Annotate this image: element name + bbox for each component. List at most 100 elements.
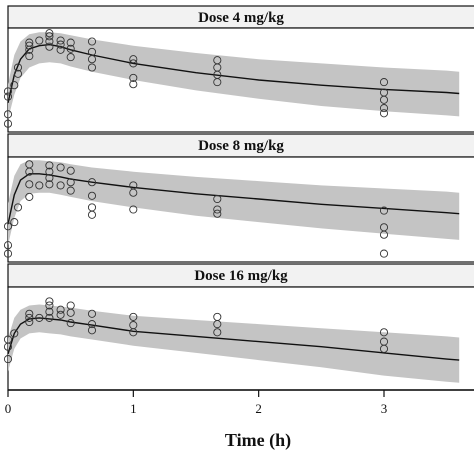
observed-point xyxy=(379,223,389,232)
observed-point xyxy=(45,180,54,189)
observed-point xyxy=(3,119,13,128)
observed-point xyxy=(3,355,13,364)
observed-point xyxy=(87,37,97,46)
observed-point xyxy=(213,194,222,204)
x-tick-label: 1 xyxy=(130,401,137,416)
observed-point xyxy=(45,29,54,38)
observed-point xyxy=(66,44,75,53)
x-axis: 0 1 2 3 xyxy=(5,389,474,416)
median-line xyxy=(7,317,460,361)
observed-point xyxy=(129,80,138,89)
observed-point xyxy=(56,163,65,172)
panel-1: Dose 4 mg/kg xyxy=(3,5,474,133)
observed-point xyxy=(45,32,54,41)
panels-layer: Dose 4 mg/kg Dose 8 mg/kg Dose 16 mg/kg xyxy=(3,5,474,391)
observed-point xyxy=(129,73,138,82)
median-line xyxy=(7,43,460,104)
observed-point xyxy=(213,209,222,218)
panel-title: Dose 16 mg/kg xyxy=(194,268,288,284)
observed-point xyxy=(129,181,138,190)
observed-point xyxy=(45,161,54,170)
observed-point xyxy=(87,47,97,56)
observed-point xyxy=(379,328,389,337)
observed-point xyxy=(129,59,138,68)
observed-point xyxy=(3,87,13,96)
observed-point xyxy=(66,186,75,195)
median-line xyxy=(7,173,460,225)
prediction-band xyxy=(8,32,460,120)
observed-point xyxy=(56,181,65,190)
observed-point xyxy=(87,203,97,212)
observed-point xyxy=(3,241,13,250)
observed-point xyxy=(3,249,13,258)
panel-2: Dose 8 mg/kg xyxy=(3,133,474,263)
observed-point xyxy=(25,192,34,201)
observed-point xyxy=(129,205,138,214)
observed-point xyxy=(56,310,65,319)
observed-point xyxy=(25,52,34,61)
observed-point xyxy=(66,53,75,62)
observed-point xyxy=(45,37,54,46)
observed-point xyxy=(45,173,54,183)
observed-point xyxy=(25,317,34,327)
observed-point xyxy=(213,56,222,65)
observed-point xyxy=(25,160,34,169)
observed-point xyxy=(66,319,75,328)
observed-point xyxy=(66,166,75,175)
observed-point xyxy=(379,88,389,97)
observed-point xyxy=(66,38,75,47)
observed-point xyxy=(56,40,65,49)
prediction-band xyxy=(8,304,460,383)
observed-point xyxy=(56,36,65,45)
x-tick-label: 2 xyxy=(255,401,262,416)
observed-point xyxy=(10,329,19,338)
observed-point xyxy=(379,249,389,258)
observed-point xyxy=(3,110,13,119)
observed-point xyxy=(66,178,75,187)
observed-point xyxy=(45,167,54,176)
observed-point xyxy=(25,38,34,47)
observed-point xyxy=(213,328,222,337)
observed-point xyxy=(13,63,23,72)
observed-point xyxy=(3,335,13,344)
observed-point xyxy=(129,55,138,64)
observed-point xyxy=(66,301,75,310)
observed-point xyxy=(13,203,23,212)
observed-point xyxy=(379,337,389,346)
observed-point xyxy=(87,63,97,72)
panel-title: Dose 8 mg/kg xyxy=(198,138,284,154)
observed-point xyxy=(45,301,54,310)
observed-point xyxy=(35,36,44,45)
observed-point xyxy=(35,313,44,322)
observed-point xyxy=(13,69,23,78)
observed-point xyxy=(87,178,97,187)
panel-3: Dose 16 mg/kg xyxy=(3,263,474,391)
observed-point xyxy=(87,191,97,200)
observed-point xyxy=(379,109,389,118)
observed-point xyxy=(87,326,97,335)
observed-point xyxy=(10,81,19,90)
prediction-band xyxy=(8,160,460,246)
panel-title: Dose 4 mg/kg xyxy=(198,10,284,26)
observed-point xyxy=(25,313,34,322)
observed-point xyxy=(45,297,54,306)
x-tick-label: 3 xyxy=(381,401,388,416)
observed-point xyxy=(3,222,13,231)
observed-point xyxy=(379,104,389,113)
observed-point xyxy=(87,309,97,318)
observed-point xyxy=(56,305,65,314)
observed-point xyxy=(3,92,13,101)
observed-point xyxy=(379,78,389,87)
observed-point xyxy=(213,312,222,321)
observed-point xyxy=(45,307,54,316)
x-tick-label: 0 xyxy=(5,401,12,416)
observed-point xyxy=(25,41,34,50)
x-axis-title: Time (h) xyxy=(225,430,291,451)
observed-point xyxy=(129,321,138,330)
observed-point xyxy=(10,218,19,227)
observed-point xyxy=(45,313,54,322)
observed-point xyxy=(56,45,65,54)
observed-point xyxy=(379,206,389,215)
observed-point xyxy=(25,180,34,189)
